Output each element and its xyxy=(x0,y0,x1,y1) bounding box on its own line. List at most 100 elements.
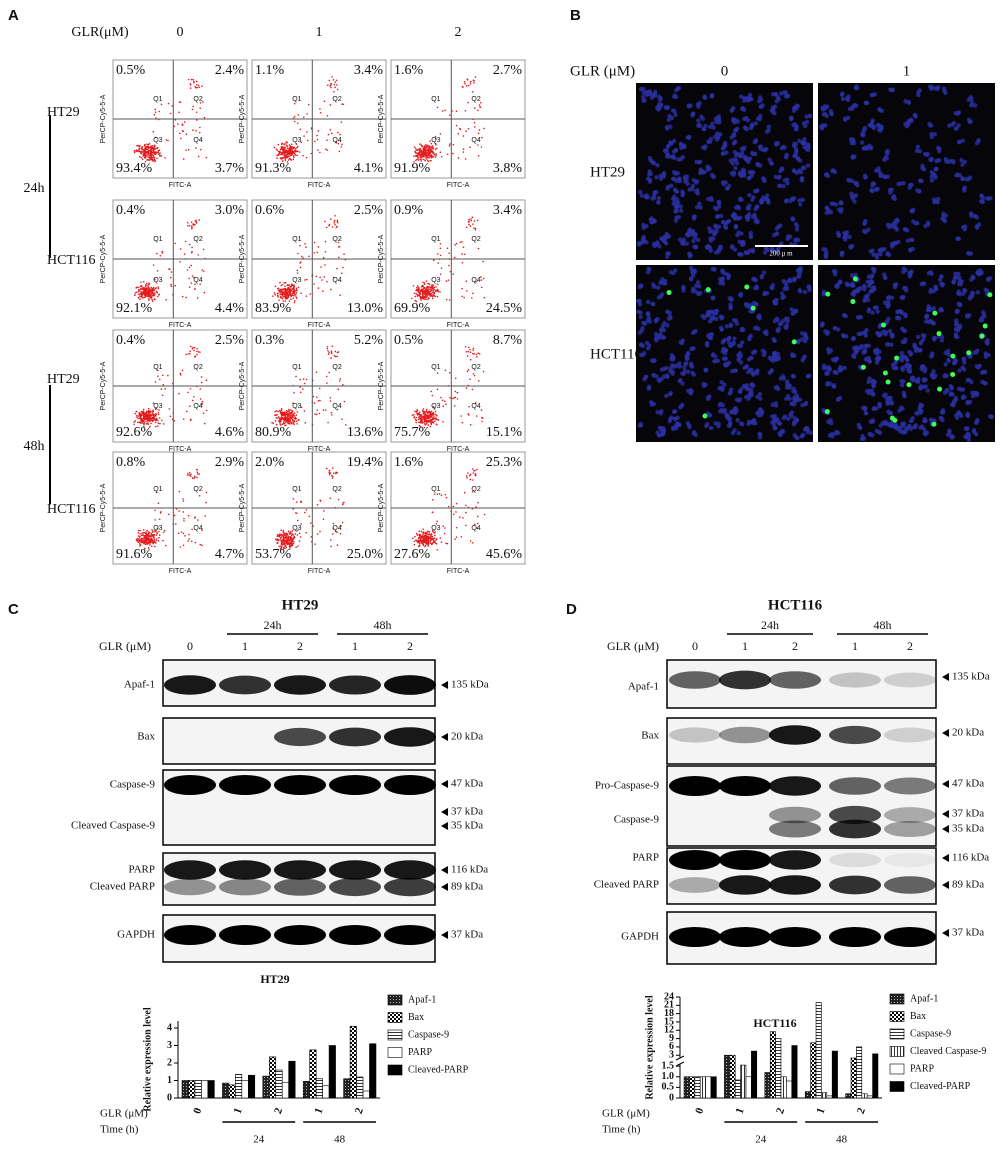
nucleus xyxy=(672,409,678,414)
event-dot xyxy=(287,153,290,156)
event-dot xyxy=(424,145,426,147)
event-dot xyxy=(414,418,417,421)
event-dot xyxy=(429,155,432,158)
event-dot xyxy=(174,285,176,287)
nucleus xyxy=(700,169,705,174)
event-dot xyxy=(422,543,425,546)
event-dot xyxy=(477,144,479,146)
nucleus xyxy=(762,178,767,184)
event-dot xyxy=(317,130,320,132)
event-dot xyxy=(144,536,147,539)
event-dot xyxy=(426,420,428,423)
nucleus xyxy=(979,193,984,199)
event-dot xyxy=(288,548,291,550)
event-dot xyxy=(134,420,137,422)
quadrant-name: Q3 xyxy=(153,403,162,410)
nucleus xyxy=(733,153,739,158)
nucleus xyxy=(711,125,716,130)
event-dot xyxy=(194,541,197,544)
panel-label: B xyxy=(570,7,581,24)
event-dot xyxy=(142,410,145,413)
event-dot xyxy=(469,146,471,149)
event-dot xyxy=(431,145,434,147)
nucleus xyxy=(947,123,952,128)
event-dot xyxy=(191,228,193,230)
nucleus xyxy=(862,221,867,226)
event-dot xyxy=(432,289,434,292)
event-dot xyxy=(292,422,295,424)
nucleus xyxy=(742,107,747,113)
quadrant-name: Q3 xyxy=(292,277,301,284)
event-dot xyxy=(455,511,457,513)
nucleus xyxy=(781,429,786,434)
event-dot xyxy=(141,541,144,544)
event-dot xyxy=(472,373,475,375)
event-dot xyxy=(413,146,416,148)
event-dot xyxy=(435,143,437,146)
nucleus xyxy=(729,135,734,140)
cell-line-label: HT29 xyxy=(47,105,80,120)
event-dot xyxy=(416,412,418,414)
quadrant-percent: 0.5% xyxy=(394,333,424,348)
event-dot xyxy=(423,282,426,284)
nucleus xyxy=(659,408,664,414)
event-dot xyxy=(287,542,289,545)
event-dot xyxy=(308,515,311,518)
event-dot xyxy=(138,150,140,153)
event-dot xyxy=(295,420,298,422)
event-dot xyxy=(294,150,297,153)
dose-label: 1 xyxy=(316,25,323,40)
nucleus xyxy=(793,146,799,152)
nucleus xyxy=(791,106,797,111)
quadrant-percent: 1.6% xyxy=(394,63,424,78)
event-dot xyxy=(333,90,335,93)
event-dot xyxy=(287,415,289,417)
event-dot xyxy=(154,111,157,113)
quadrant-name: Q3 xyxy=(292,137,301,144)
event-dot xyxy=(279,537,282,539)
event-dot xyxy=(422,281,424,284)
event-dot xyxy=(338,246,340,248)
nucleus xyxy=(670,108,676,113)
quadrant-percent: 75.7% xyxy=(394,425,431,440)
event-dot xyxy=(167,374,169,377)
nucleus xyxy=(744,383,749,388)
event-dot xyxy=(289,409,292,411)
event-dot xyxy=(439,242,442,245)
event-dot xyxy=(154,298,156,301)
event-dot xyxy=(142,290,145,292)
event-dot xyxy=(137,532,140,534)
quadrant-percent: 3.4% xyxy=(354,63,384,78)
nucleus xyxy=(853,193,859,198)
nucleus xyxy=(651,301,656,307)
event-dot xyxy=(326,347,329,350)
nucleus xyxy=(639,342,644,347)
event-dot xyxy=(276,154,278,157)
quadrant-percent: 0.3% xyxy=(255,333,285,348)
event-dot xyxy=(281,414,283,417)
event-dot xyxy=(281,297,283,299)
event-dot xyxy=(305,246,307,248)
nucleus xyxy=(778,223,783,228)
event-dot xyxy=(197,519,199,521)
event-dot xyxy=(424,423,427,426)
event-dot xyxy=(147,291,150,293)
event-dot xyxy=(135,410,138,413)
nucleus xyxy=(772,418,777,423)
event-dot xyxy=(324,409,327,411)
event-dot xyxy=(435,147,438,150)
event-dot xyxy=(173,514,176,517)
event-dot xyxy=(152,160,155,162)
event-dot xyxy=(152,402,155,405)
quadrant-name: Q3 xyxy=(292,403,301,410)
nucleus xyxy=(690,183,696,189)
event-dot xyxy=(142,425,145,427)
event-dot xyxy=(432,152,435,155)
event-dot xyxy=(280,408,283,410)
event-dot xyxy=(341,103,343,105)
event-dot xyxy=(287,159,290,161)
nucleus xyxy=(873,187,879,192)
event-dot xyxy=(277,539,280,541)
event-dot xyxy=(429,418,432,421)
quadrant-percent: 25.3% xyxy=(486,455,523,470)
